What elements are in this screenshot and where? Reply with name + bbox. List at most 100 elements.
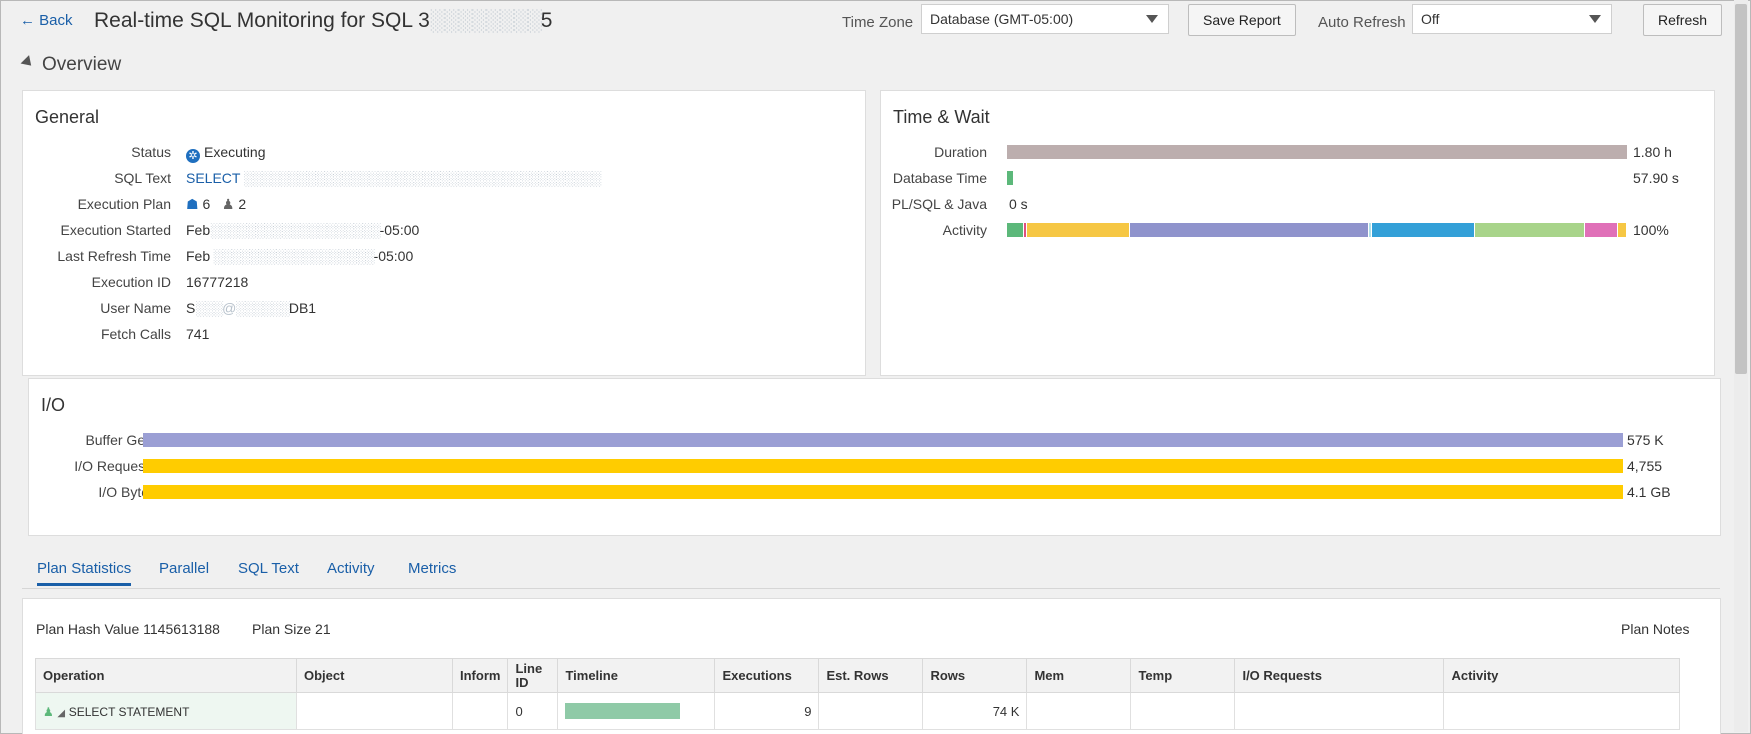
activity-cell [1443, 692, 1681, 730]
refresh-button[interactable]: Refresh [1643, 4, 1723, 36]
status-label: Status [131, 144, 171, 160]
database-time-value: 57.90 s [1633, 170, 1679, 186]
back-link[interactable]: ← Back [20, 12, 73, 29]
timezone-select[interactable]: Database (GMT-05:00) [921, 4, 1169, 34]
instances-icon: ♟ [221, 196, 235, 212]
last-refresh-label: Last Refresh Time [57, 248, 171, 264]
chevron-down-icon [1589, 15, 1601, 23]
tab-metrics[interactable]: Metrics [408, 560, 457, 577]
fetch-calls-label: Fetch Calls [100, 326, 171, 342]
timeline-cell [557, 692, 716, 730]
execution-plan-value: ☗ 6 ♟ 2 [186, 196, 247, 212]
tab-activity[interactable]: Activity [327, 560, 375, 577]
col-est-rows[interactable]: Est. Rows [818, 658, 924, 693]
activity-segment[interactable] [1475, 223, 1585, 237]
user-name-label: User Name [100, 300, 171, 316]
table-row[interactable]: ♟ ◢ SELECT STATEMENT 0 9 74 K [35, 692, 1681, 730]
user-icon: ♟ [43, 704, 54, 719]
col-mem[interactable]: Mem [1026, 658, 1132, 693]
activity-bar[interactable] [1007, 223, 1627, 237]
io-bytes-value: 4.1 GB [1627, 484, 1671, 500]
database-time-label: Database Time [892, 170, 987, 186]
duration-label: Duration [934, 144, 987, 160]
user-name-value: S░░░@░░░░░░DB1 [186, 300, 317, 316]
fetch-calls-value: 741 [186, 326, 210, 342]
col-inform[interactable]: Inform [451, 658, 509, 693]
col-operation[interactable]: Operation [35, 658, 297, 693]
activity-segment[interactable] [1129, 223, 1370, 237]
plan-table: Operation Object Inform Line ID Timeline… [35, 658, 1681, 730]
buffer-gets-value: 575 K [1627, 432, 1664, 448]
timeline-bar [565, 703, 681, 719]
duration-bar [1007, 145, 1627, 159]
execution-id-label: Execution ID [91, 274, 171, 290]
tab-parallel[interactable]: Parallel [159, 560, 210, 577]
chevron-down-icon [1146, 15, 1158, 23]
redacted-datetime: ░░░░░░░░░░░░░░░░░░ [210, 248, 375, 264]
activity-segment[interactable] [1371, 223, 1476, 237]
redacted-sql-id: ░░░░░░░░ [429, 9, 542, 32]
col-temp[interactable]: Temp [1130, 658, 1236, 693]
est-rows-cell [818, 692, 924, 730]
io-panel: I/O Buffer Gets 575 K I/O Requests 4,755… [28, 378, 1721, 536]
col-object[interactable]: Object [296, 658, 453, 693]
buffer-gets-bar [143, 433, 1623, 447]
executing-gear-icon: ✲ [186, 149, 200, 163]
collapse-triangle-icon [20, 55, 36, 71]
io-title: I/O [41, 395, 66, 415]
activity-segment[interactable] [1584, 223, 1619, 237]
plan-hash-value: Plan Hash Value 1145613188 [36, 621, 220, 637]
activity-segment[interactable] [1026, 223, 1130, 237]
line-id-cell: 0 [507, 692, 559, 730]
sql-text-label: SQL Text [114, 170, 171, 186]
collapse-triangle-icon[interactable]: ◢ [57, 707, 66, 719]
time-wait-title: Time & Wait [893, 107, 990, 127]
io-requests-label: I/O Requests [74, 458, 156, 474]
redacted-datetime: ░░░░░░░░░░░░░░░░░░░ [210, 222, 380, 238]
page-scrollbar-thumb[interactable] [1735, 4, 1747, 374]
activity-segment[interactable] [1618, 223, 1627, 237]
buffer-gets-label: Buffer Gets [85, 432, 156, 448]
save-report-button[interactable]: Save Report [1188, 4, 1296, 36]
tab-plan-statistics[interactable]: Plan Statistics [37, 560, 132, 586]
object-cell [296, 692, 453, 730]
activity-value: 100% [1633, 222, 1669, 238]
execution-started-label: Execution Started [60, 222, 171, 238]
col-timeline[interactable]: Timeline [557, 658, 716, 693]
time-wait-panel: Time & Wait Duration 1.80 h Database Tim… [880, 90, 1715, 376]
duration-value: 1.80 h [1633, 144, 1672, 160]
overview-toggle[interactable]: Overview [20, 54, 121, 76]
plan-notes-link[interactable]: Plan Notes [1621, 621, 1690, 637]
io-requests-cell [1234, 692, 1445, 730]
rows-cell: 74 K [922, 692, 1028, 730]
tab-sql-text[interactable]: SQL Text [238, 560, 299, 577]
activity-segment[interactable] [1024, 223, 1027, 237]
io-bytes-bar [143, 485, 1623, 499]
col-line-id[interactable]: Line ID [507, 658, 559, 693]
sql-text-link[interactable]: SELECT ░░░░░░░░░░░░░░░░░░░░░░░░░░░░░░░░░… [186, 170, 601, 186]
col-rows[interactable]: Rows [922, 658, 1028, 693]
plan-size: Plan Size 21 [252, 621, 331, 637]
io-requests-bar [143, 459, 1623, 473]
inform-cell [451, 692, 509, 730]
redacted-username: ░░░@░░░░░░ [195, 300, 289, 316]
col-io-requests[interactable]: I/O Requests [1234, 658, 1445, 693]
col-executions[interactable]: Executions [714, 658, 820, 693]
timezone-label: Time Zone [842, 14, 914, 31]
redacted-sql-text: ░░░░░░░░░░░░░░░░░░░░░░░░░░░░░░░░░░░░░░░░ [240, 170, 601, 186]
database-time-bar [1007, 171, 1013, 185]
general-title: General [35, 107, 100, 127]
io-requests-value: 4,755 [1627, 458, 1663, 474]
activity-label: Activity [942, 222, 987, 238]
col-activity[interactable]: Activity [1443, 658, 1681, 693]
page-title: Real-time SQL Monitoring for SQL 3░░░░░░… [94, 9, 553, 32]
activity-segment[interactable] [1369, 223, 1372, 237]
last-refresh-value: Feb ░░░░░░░░░░░░░░░░░░-05:00 [186, 248, 414, 264]
parallel-servers-icon: ☗ [186, 196, 199, 212]
io-bytes-label: I/O Bytes [98, 484, 156, 500]
plsql-java-label: PL/SQL & Java [891, 196, 987, 212]
plsql-java-value: 0 s [1009, 196, 1028, 212]
activity-segment[interactable] [1007, 223, 1025, 237]
status-value: ✲ Executing [186, 144, 265, 163]
auto-refresh-select[interactable]: Off [1412, 4, 1612, 34]
